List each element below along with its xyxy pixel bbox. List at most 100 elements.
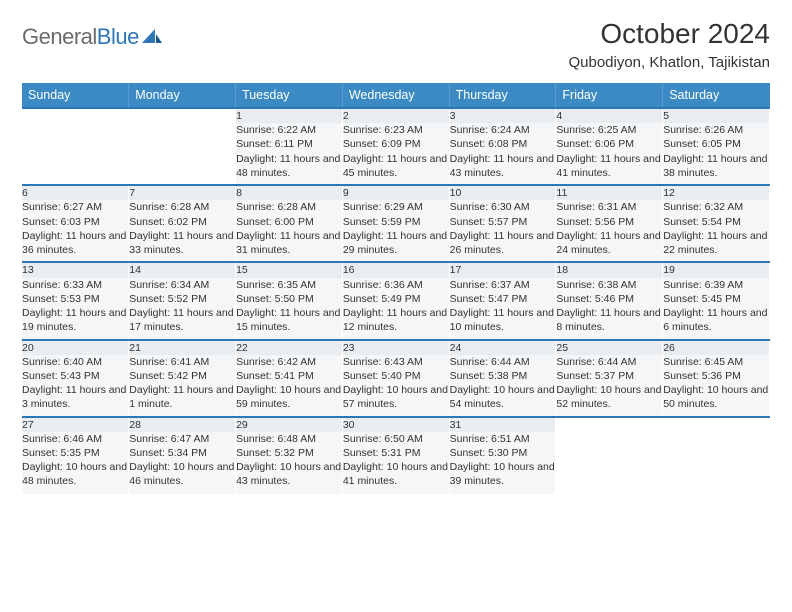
day-cell: Sunrise: 6:32 AMSunset: 5:54 PMDaylight:…: [663, 200, 770, 262]
sunrise-line: Sunrise: 6:31 AM: [556, 200, 662, 214]
sunrise-line: Sunrise: 6:23 AM: [343, 123, 449, 137]
daylight-line: Daylight: 11 hours and 36 minutes.: [22, 229, 128, 257]
sunrise-line: Sunrise: 6:51 AM: [450, 432, 556, 446]
day-cell: Sunrise: 6:42 AMSunset: 5:41 PMDaylight:…: [236, 355, 343, 417]
day-cell: Sunrise: 6:30 AMSunset: 5:57 PMDaylight:…: [449, 200, 556, 262]
daylight-line: Daylight: 11 hours and 26 minutes.: [450, 229, 556, 257]
day-cell: Sunrise: 6:25 AMSunset: 6:06 PMDaylight:…: [556, 123, 663, 185]
sunset-line: Sunset: 5:42 PM: [129, 369, 235, 383]
sunset-line: Sunset: 5:53 PM: [22, 292, 128, 306]
day-cell: Sunrise: 6:29 AMSunset: 5:59 PMDaylight:…: [342, 200, 449, 262]
day-cell: Sunrise: 6:22 AMSunset: 6:11 PMDaylight:…: [236, 123, 343, 185]
day-number: 12: [663, 185, 770, 200]
day-cell: Sunrise: 6:24 AMSunset: 6:08 PMDaylight:…: [449, 123, 556, 185]
title-block: October 2024 Qubodiyon, Khatlon, Tajikis…: [568, 18, 770, 71]
sunset-line: Sunset: 6:05 PM: [663, 137, 769, 151]
sunset-line: Sunset: 5:32 PM: [236, 446, 342, 460]
daylight-line: Daylight: 10 hours and 54 minutes.: [450, 383, 556, 411]
sunrise-line: Sunrise: 6:44 AM: [450, 355, 556, 369]
daylight-line: Daylight: 10 hours and 39 minutes.: [450, 460, 556, 488]
daylight-line: Daylight: 11 hours and 45 minutes.: [343, 152, 449, 180]
day-number: 10: [449, 185, 556, 200]
daylight-line: Daylight: 10 hours and 46 minutes.: [129, 460, 235, 488]
day-cell: [556, 432, 663, 494]
day-cell: Sunrise: 6:28 AMSunset: 6:00 PMDaylight:…: [236, 200, 343, 262]
day-number: 16: [342, 262, 449, 277]
daylight-line: Daylight: 11 hours and 22 minutes.: [663, 229, 769, 257]
sunset-line: Sunset: 5:47 PM: [450, 292, 556, 306]
brand-sail-icon: [141, 28, 163, 46]
day-number: 23: [342, 340, 449, 355]
day-cell: Sunrise: 6:26 AMSunset: 6:05 PMDaylight:…: [663, 123, 770, 185]
daylight-line: Daylight: 11 hours and 31 minutes.: [236, 229, 342, 257]
brand-logo: GeneralBlue: [22, 18, 163, 50]
day-header: Monday: [129, 83, 236, 108]
daylight-line: Daylight: 10 hours and 50 minutes.: [663, 383, 769, 411]
sunrise-line: Sunrise: 6:27 AM: [22, 200, 128, 214]
daylight-line: Daylight: 11 hours and 1 minute.: [129, 383, 235, 411]
day-number: [22, 108, 129, 123]
day-cell: Sunrise: 6:44 AMSunset: 5:38 PMDaylight:…: [449, 355, 556, 417]
day-cell: Sunrise: 6:50 AMSunset: 5:31 PMDaylight:…: [342, 432, 449, 494]
day-header: Wednesday: [342, 83, 449, 108]
day-cell: [22, 123, 129, 185]
daylight-line: Daylight: 11 hours and 6 minutes.: [663, 306, 769, 334]
day-number: 5: [663, 108, 770, 123]
daylight-line: Daylight: 11 hours and 8 minutes.: [556, 306, 662, 334]
day-cell: Sunrise: 6:41 AMSunset: 5:42 PMDaylight:…: [129, 355, 236, 417]
sunrise-line: Sunrise: 6:43 AM: [343, 355, 449, 369]
daynum-row: 13141516171819: [22, 262, 770, 277]
daylight-line: Daylight: 11 hours and 29 minutes.: [343, 229, 449, 257]
day-number: 21: [129, 340, 236, 355]
day-cell: [129, 123, 236, 185]
daylight-line: Daylight: 11 hours and 43 minutes.: [450, 152, 556, 180]
daylight-line: Daylight: 10 hours and 48 minutes.: [22, 460, 128, 488]
sunset-line: Sunset: 5:57 PM: [450, 215, 556, 229]
day-header: Sunday: [22, 83, 129, 108]
daynum-row: 20212223242526: [22, 340, 770, 355]
sunset-line: Sunset: 5:41 PM: [236, 369, 342, 383]
day-cell: Sunrise: 6:36 AMSunset: 5:49 PMDaylight:…: [342, 278, 449, 340]
day-cell: Sunrise: 6:45 AMSunset: 5:36 PMDaylight:…: [663, 355, 770, 417]
day-cell: Sunrise: 6:44 AMSunset: 5:37 PMDaylight:…: [556, 355, 663, 417]
day-number: 15: [236, 262, 343, 277]
daylight-line: Daylight: 11 hours and 48 minutes.: [236, 152, 342, 180]
header: GeneralBlue October 2024 Qubodiyon, Khat…: [22, 18, 770, 71]
day-cell: Sunrise: 6:31 AMSunset: 5:56 PMDaylight:…: [556, 200, 663, 262]
day-number: [129, 108, 236, 123]
sunset-line: Sunset: 6:02 PM: [129, 215, 235, 229]
day-cell: Sunrise: 6:37 AMSunset: 5:47 PMDaylight:…: [449, 278, 556, 340]
sunrise-line: Sunrise: 6:36 AM: [343, 278, 449, 292]
day-number: 20: [22, 340, 129, 355]
sunrise-line: Sunrise: 6:28 AM: [129, 200, 235, 214]
day-number: 17: [449, 262, 556, 277]
sunrise-line: Sunrise: 6:48 AM: [236, 432, 342, 446]
daylight-line: Daylight: 11 hours and 19 minutes.: [22, 306, 128, 334]
sunset-line: Sunset: 5:54 PM: [663, 215, 769, 229]
day-cell: Sunrise: 6:33 AMSunset: 5:53 PMDaylight:…: [22, 278, 129, 340]
sunset-line: Sunset: 6:00 PM: [236, 215, 342, 229]
day-number: 11: [556, 185, 663, 200]
day-cell: Sunrise: 6:34 AMSunset: 5:52 PMDaylight:…: [129, 278, 236, 340]
sunset-line: Sunset: 5:43 PM: [22, 369, 128, 383]
sunset-line: Sunset: 5:56 PM: [556, 215, 662, 229]
sunrise-line: Sunrise: 6:22 AM: [236, 123, 342, 137]
sunset-line: Sunset: 5:40 PM: [343, 369, 449, 383]
sunrise-line: Sunrise: 6:45 AM: [663, 355, 769, 369]
sunset-line: Sunset: 5:46 PM: [556, 292, 662, 306]
content-row: Sunrise: 6:33 AMSunset: 5:53 PMDaylight:…: [22, 278, 770, 340]
sunrise-line: Sunrise: 6:32 AM: [663, 200, 769, 214]
sunset-line: Sunset: 6:06 PM: [556, 137, 662, 151]
sunset-line: Sunset: 5:36 PM: [663, 369, 769, 383]
sunset-line: Sunset: 5:38 PM: [450, 369, 556, 383]
day-number: 24: [449, 340, 556, 355]
day-number: 8: [236, 185, 343, 200]
day-header-row: Sunday Monday Tuesday Wednesday Thursday…: [22, 83, 770, 108]
sunrise-line: Sunrise: 6:37 AM: [450, 278, 556, 292]
sunrise-line: Sunrise: 6:26 AM: [663, 123, 769, 137]
day-number: 25: [556, 340, 663, 355]
daynum-row: 6789101112: [22, 185, 770, 200]
sunrise-line: Sunrise: 6:34 AM: [129, 278, 235, 292]
day-header: Thursday: [449, 83, 556, 108]
sunset-line: Sunset: 6:09 PM: [343, 137, 449, 151]
